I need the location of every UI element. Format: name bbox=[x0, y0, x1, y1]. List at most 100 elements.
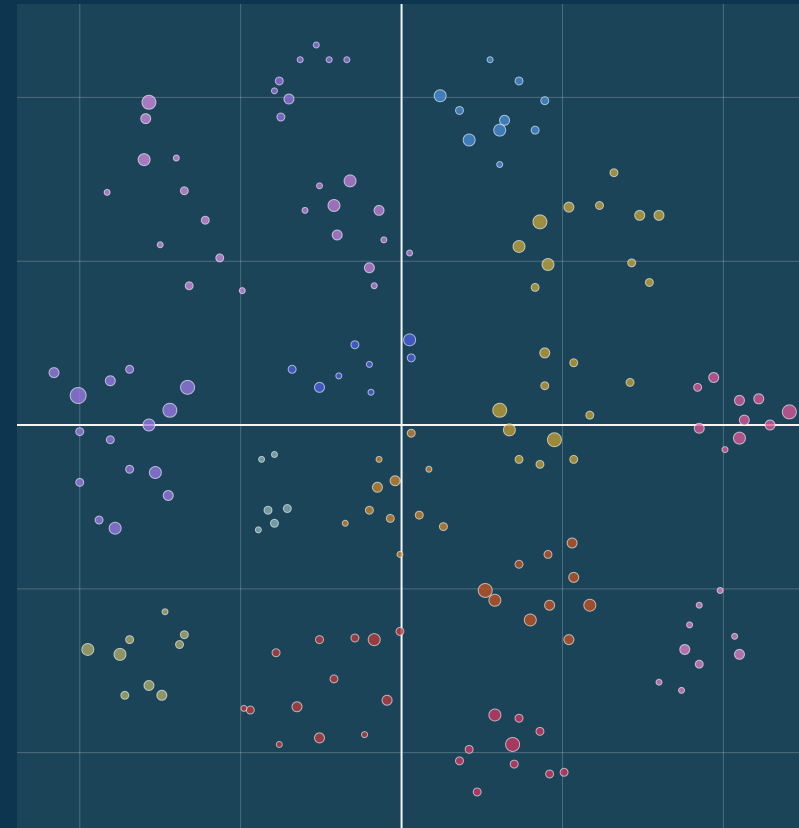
point bbox=[113, 647, 127, 661]
point bbox=[283, 93, 295, 105]
point bbox=[274, 76, 284, 86]
point bbox=[245, 705, 255, 715]
point bbox=[179, 186, 189, 196]
point bbox=[488, 593, 502, 607]
point bbox=[94, 515, 104, 525]
point bbox=[609, 168, 619, 178]
point bbox=[693, 382, 703, 392]
point bbox=[472, 787, 482, 797]
point bbox=[653, 209, 665, 221]
point bbox=[514, 76, 524, 86]
point bbox=[137, 153, 151, 167]
point bbox=[365, 360, 373, 368]
point bbox=[512, 239, 526, 253]
point bbox=[569, 358, 579, 368]
point bbox=[716, 586, 724, 594]
point bbox=[271, 648, 281, 658]
point bbox=[385, 513, 395, 523]
point bbox=[583, 598, 597, 612]
point bbox=[493, 123, 507, 137]
point bbox=[514, 559, 524, 569]
point bbox=[314, 381, 326, 393]
point bbox=[363, 262, 375, 274]
point bbox=[540, 96, 550, 106]
point bbox=[370, 282, 378, 290]
point bbox=[258, 455, 266, 463]
point bbox=[732, 431, 746, 445]
point bbox=[69, 387, 87, 405]
point bbox=[103, 188, 111, 196]
point bbox=[753, 393, 765, 405]
point bbox=[535, 726, 545, 736]
point bbox=[373, 204, 385, 216]
point bbox=[140, 113, 152, 125]
point bbox=[781, 404, 797, 420]
point bbox=[104, 375, 116, 387]
point bbox=[125, 364, 135, 374]
point bbox=[350, 633, 360, 643]
point bbox=[544, 599, 556, 611]
point bbox=[240, 704, 248, 712]
point bbox=[105, 435, 115, 445]
point bbox=[381, 694, 393, 706]
point bbox=[541, 257, 555, 271]
point bbox=[563, 634, 575, 646]
point bbox=[462, 133, 476, 147]
point bbox=[329, 674, 339, 684]
point bbox=[327, 198, 341, 212]
point bbox=[486, 56, 494, 64]
point bbox=[361, 731, 369, 739]
point bbox=[532, 214, 548, 230]
point bbox=[535, 459, 545, 469]
point bbox=[156, 689, 168, 701]
point bbox=[655, 678, 663, 686]
point bbox=[270, 450, 278, 458]
point bbox=[406, 428, 416, 438]
point bbox=[301, 206, 309, 214]
point bbox=[269, 518, 279, 528]
point bbox=[496, 161, 504, 169]
point bbox=[162, 489, 174, 501]
point bbox=[179, 630, 189, 640]
point bbox=[454, 105, 464, 115]
point bbox=[505, 736, 521, 752]
point bbox=[291, 701, 303, 713]
point bbox=[343, 56, 351, 64]
point bbox=[172, 154, 180, 162]
point bbox=[141, 94, 157, 110]
point bbox=[694, 659, 704, 669]
point bbox=[162, 402, 178, 418]
point bbox=[568, 571, 580, 583]
point bbox=[559, 767, 569, 777]
point bbox=[464, 744, 474, 754]
point bbox=[331, 229, 343, 241]
point bbox=[514, 454, 524, 464]
point bbox=[263, 505, 273, 515]
point bbox=[81, 642, 95, 656]
point bbox=[364, 505, 374, 515]
point bbox=[142, 418, 156, 432]
point bbox=[343, 174, 357, 188]
point bbox=[184, 281, 194, 291]
point bbox=[693, 422, 705, 434]
point bbox=[276, 112, 286, 122]
point bbox=[335, 372, 343, 380]
point bbox=[375, 455, 383, 463]
point bbox=[523, 613, 537, 627]
point bbox=[530, 282, 540, 292]
point bbox=[627, 258, 637, 268]
point bbox=[312, 41, 320, 49]
point bbox=[546, 432, 562, 448]
point bbox=[200, 215, 210, 225]
point bbox=[180, 379, 196, 395]
point bbox=[371, 481, 383, 493]
point bbox=[499, 114, 511, 126]
point bbox=[341, 519, 349, 527]
point bbox=[287, 364, 297, 374]
point bbox=[540, 381, 550, 391]
point bbox=[563, 201, 575, 213]
point bbox=[634, 209, 646, 221]
point bbox=[585, 410, 595, 420]
point bbox=[738, 414, 750, 426]
